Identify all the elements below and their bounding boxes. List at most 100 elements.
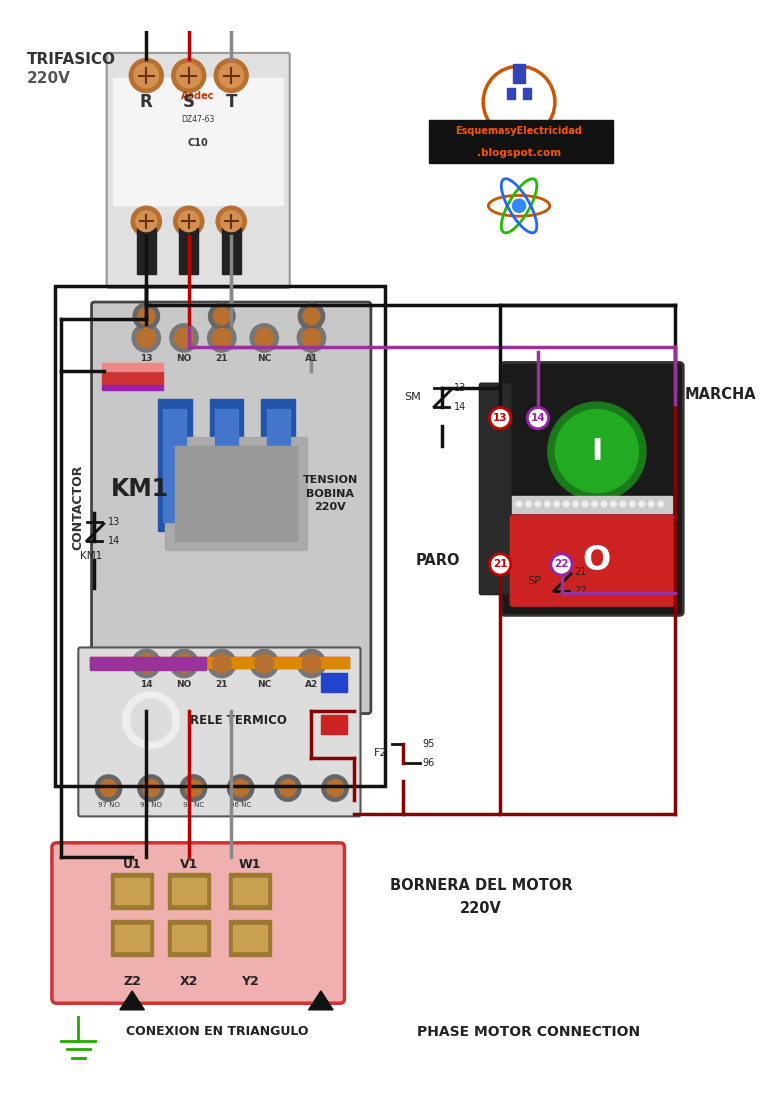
Circle shape — [556, 409, 638, 492]
Text: Aodec: Aodec — [182, 91, 215, 101]
Circle shape — [180, 775, 207, 802]
Text: 21: 21 — [216, 680, 228, 689]
Text: Y2: Y2 — [241, 975, 259, 988]
Bar — [102, 364, 163, 370]
Bar — [222, 228, 241, 274]
Circle shape — [527, 407, 549, 429]
Circle shape — [132, 324, 160, 352]
Circle shape — [544, 501, 550, 507]
Circle shape — [573, 501, 578, 507]
Circle shape — [554, 501, 559, 507]
Bar — [523, 88, 531, 99]
Circle shape — [95, 775, 122, 802]
Circle shape — [250, 650, 278, 678]
Bar — [112, 920, 153, 956]
Text: 13: 13 — [108, 517, 120, 527]
Text: 13: 13 — [140, 354, 153, 363]
Text: 96: 96 — [423, 757, 435, 767]
Bar — [210, 399, 243, 531]
Text: I: I — [591, 437, 603, 466]
Bar — [512, 496, 672, 512]
Circle shape — [179, 211, 199, 232]
Bar — [397, 751, 410, 760]
Text: NC: NC — [257, 680, 271, 689]
Text: TRIFASICO: TRIFASICO — [27, 52, 116, 67]
Circle shape — [516, 501, 522, 507]
Circle shape — [214, 59, 249, 92]
Circle shape — [648, 501, 654, 507]
Bar — [90, 657, 349, 669]
Circle shape — [321, 775, 348, 802]
Circle shape — [132, 650, 160, 678]
Circle shape — [170, 650, 198, 678]
Circle shape — [250, 324, 278, 352]
Circle shape — [601, 501, 606, 507]
Circle shape — [185, 780, 202, 796]
Text: 14: 14 — [530, 414, 545, 424]
Circle shape — [137, 654, 156, 673]
Circle shape — [176, 63, 201, 88]
Text: 21: 21 — [493, 559, 508, 569]
Text: KM1: KM1 — [111, 477, 169, 501]
Text: SP: SP — [527, 577, 541, 587]
Circle shape — [138, 775, 164, 802]
Circle shape — [133, 303, 160, 329]
Bar — [207, 657, 349, 669]
Text: 220V: 220V — [27, 71, 70, 85]
Text: A1: A1 — [305, 354, 318, 363]
Text: Z2: Z2 — [123, 975, 141, 988]
Circle shape — [297, 650, 325, 678]
Polygon shape — [309, 991, 333, 1010]
Bar — [168, 920, 210, 956]
Text: 14: 14 — [108, 536, 120, 546]
Bar — [112, 873, 153, 909]
Text: 22: 22 — [574, 586, 586, 596]
Text: C10: C10 — [188, 138, 208, 147]
Circle shape — [170, 324, 198, 352]
Circle shape — [550, 553, 573, 576]
Circle shape — [130, 700, 172, 741]
Circle shape — [327, 780, 344, 796]
Text: .blogspot.com: .blogspot.com — [477, 147, 561, 157]
Circle shape — [175, 654, 194, 673]
Circle shape — [610, 501, 616, 507]
Bar — [168, 873, 210, 909]
Circle shape — [582, 501, 588, 507]
Text: 97 NO: 97 NO — [97, 802, 119, 808]
Circle shape — [175, 328, 194, 347]
Text: KM1: KM1 — [81, 551, 103, 561]
Circle shape — [526, 501, 531, 507]
Text: 21: 21 — [574, 567, 586, 577]
Text: 21: 21 — [216, 354, 228, 363]
Bar — [179, 228, 198, 274]
Circle shape — [208, 303, 235, 329]
Text: A2: A2 — [305, 680, 318, 689]
Circle shape — [212, 328, 231, 347]
Bar — [172, 925, 206, 952]
Circle shape — [134, 63, 159, 88]
Circle shape — [172, 59, 206, 92]
Bar — [507, 88, 515, 99]
Text: U1: U1 — [123, 858, 141, 871]
Bar — [115, 877, 149, 904]
Bar — [429, 120, 613, 143]
Text: 95 NC: 95 NC — [183, 802, 204, 808]
FancyBboxPatch shape — [480, 384, 511, 594]
Bar — [163, 409, 186, 522]
Circle shape — [592, 501, 597, 507]
Text: 96 NC: 96 NC — [230, 802, 252, 808]
Text: NO: NO — [176, 680, 192, 689]
Bar — [137, 228, 156, 274]
Circle shape — [207, 324, 236, 352]
Circle shape — [548, 403, 646, 500]
Circle shape — [298, 303, 325, 329]
Circle shape — [143, 780, 160, 796]
Circle shape — [489, 407, 511, 429]
Circle shape — [657, 501, 663, 507]
FancyBboxPatch shape — [91, 302, 371, 713]
Circle shape — [137, 328, 156, 347]
Circle shape — [302, 654, 321, 673]
Text: NC: NC — [257, 354, 271, 363]
Circle shape — [512, 200, 526, 213]
Circle shape — [553, 556, 570, 573]
